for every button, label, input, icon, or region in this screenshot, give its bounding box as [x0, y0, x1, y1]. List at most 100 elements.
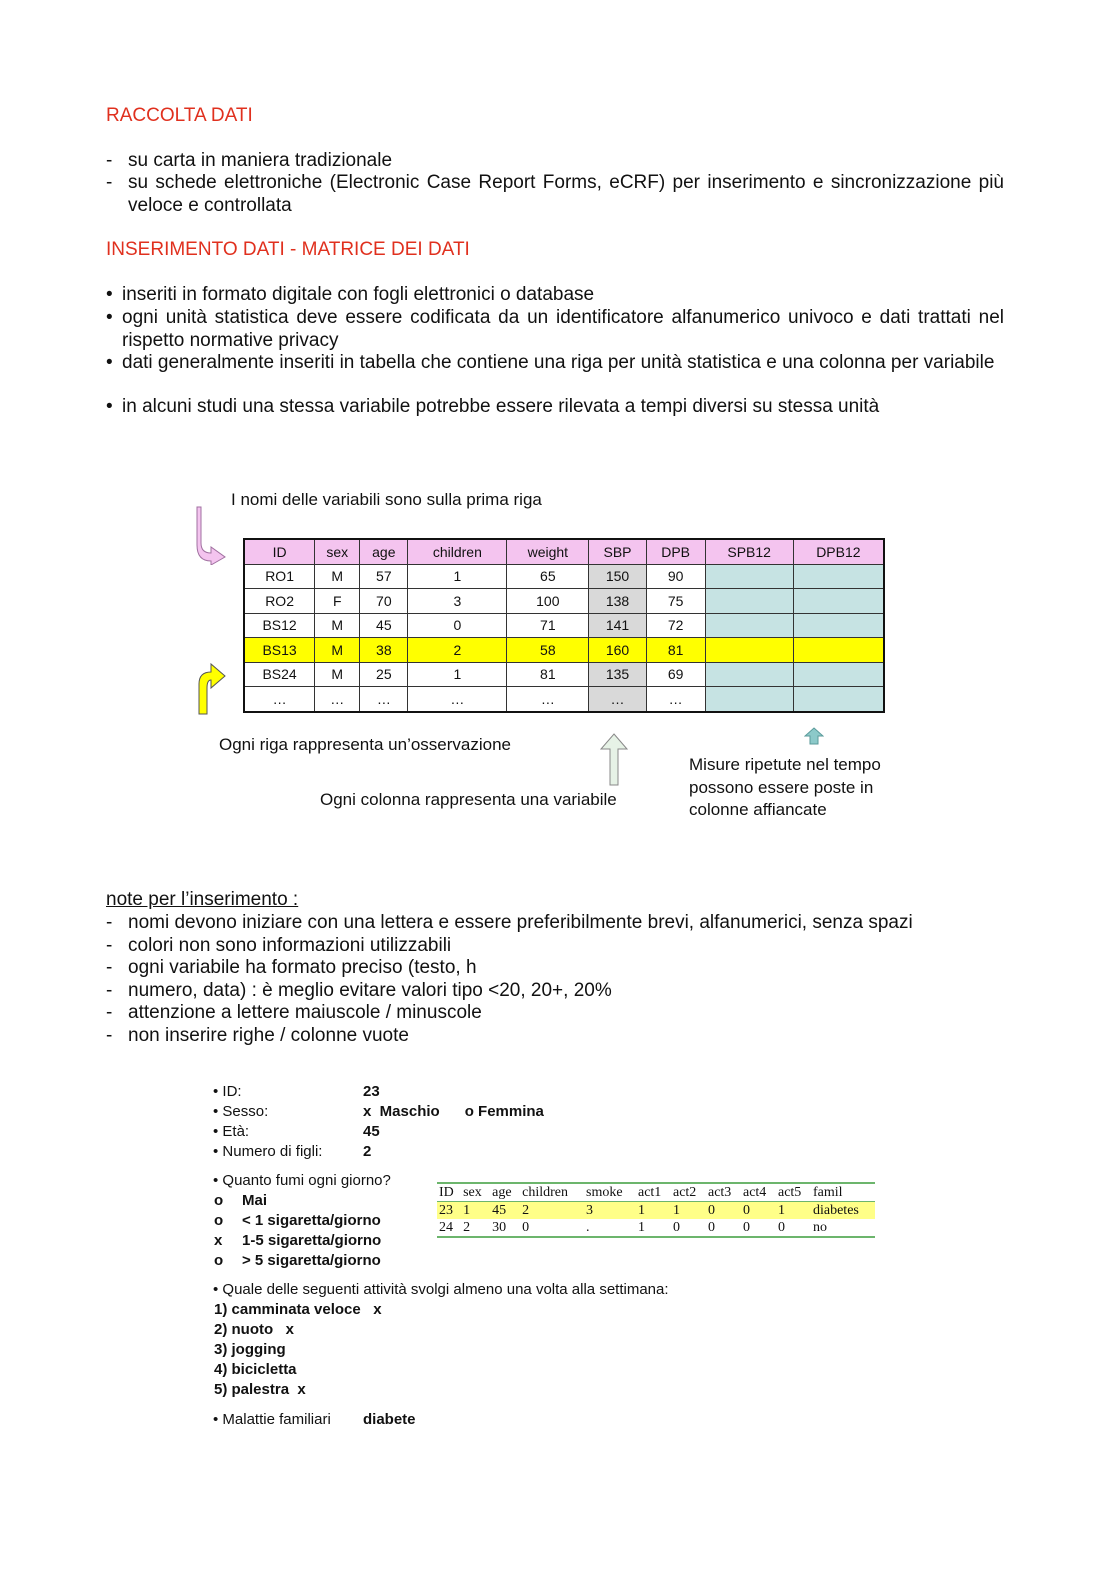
- smoke-option: Mai: [242, 1192, 268, 1209]
- table-cell: diabetes: [810, 1201, 875, 1219]
- table-cell: 0: [742, 1220, 750, 1235]
- table-cell: [704, 612, 794, 638]
- form-label: • Sesso:: [213, 1103, 269, 1120]
- table-cell: [704, 661, 794, 687]
- column-header: age: [490, 1183, 521, 1202]
- dash: -: [106, 912, 113, 933]
- note-item: nomi devono iniziare con una lettera e e…: [128, 912, 913, 933]
- bullet: •: [106, 396, 113, 417]
- table-cell: 23: [437, 1201, 462, 1219]
- table-row: 23 1 45 2 3 1 1 0 0 1 diabetes: [437, 1201, 875, 1219]
- activity-item: 4) bicicletta: [214, 1361, 297, 1378]
- table-cell: 1: [637, 1220, 645, 1235]
- table-cell: 1: [407, 661, 508, 687]
- form-value: 23: [363, 1083, 380, 1100]
- table-cell: 1: [635, 1201, 671, 1219]
- column-header: act1: [635, 1183, 671, 1202]
- table-cell: 0: [407, 612, 508, 638]
- caption-cols: Ogni colonna rappresenta una variabile: [320, 790, 617, 809]
- table-cell: 100: [506, 588, 590, 614]
- table-cell: 3: [407, 588, 508, 614]
- table-cell: [792, 661, 885, 687]
- column-header: act5: [775, 1183, 811, 1202]
- table-row: BS13 M 38 2 58 160 81: [243, 637, 885, 663]
- table-cell: 160: [588, 637, 647, 663]
- table-cell: BS24: [243, 661, 316, 687]
- activity-item: 1) camminata veloce x: [214, 1301, 382, 1318]
- table-cell: 57: [359, 563, 409, 589]
- list-item: ogni unità statistica deve essere codifi…: [122, 307, 1004, 351]
- table-cell: 69: [645, 661, 706, 687]
- dash: -: [106, 172, 113, 193]
- notes-title: note per l’inserimento :: [106, 889, 299, 910]
- dash: -: [106, 1002, 113, 1023]
- column-header: sex: [314, 538, 361, 565]
- table-cell: 150: [588, 563, 647, 589]
- table-cell: [792, 612, 885, 638]
- table-cell: [704, 686, 794, 712]
- column-header: ID: [437, 1183, 462, 1202]
- table-cell: M: [314, 661, 361, 687]
- table-cell: 30: [492, 1220, 507, 1235]
- smoke-question: • Quanto fumi ogni giorno?: [213, 1172, 391, 1189]
- dash: -: [106, 934, 113, 956]
- table-cell: [704, 637, 794, 663]
- list-item: in alcuni studi una stessa variabile pot…: [122, 396, 880, 417]
- coded-data-table: ID sex age children smoke act1 act2 act3 act4 act…: [437, 1182, 875, 1238]
- form-value: 2: [363, 1143, 372, 1160]
- table-cell: .: [586, 1220, 590, 1235]
- column-header: SPB12: [704, 538, 794, 565]
- dash: -: [106, 150, 113, 171]
- column-header: DPB12: [792, 538, 885, 565]
- table-cell: 2: [520, 1201, 585, 1219]
- table-cell: 45: [359, 612, 409, 638]
- table-cell: [792, 588, 885, 614]
- column-header: children: [407, 538, 508, 565]
- note-item: attenzione a lettere maiuscole / minusco…: [128, 1002, 482, 1023]
- option-mark: o: [214, 1192, 224, 1209]
- activity-question: • Quale delle seguenti attività svolgi a…: [213, 1281, 669, 1298]
- table-cell: RO1: [243, 563, 316, 589]
- table-cell: 1: [407, 563, 508, 589]
- table-cell: BS12: [243, 612, 316, 638]
- list-item: su carta in maniera tradizionale: [128, 150, 393, 171]
- caption-rows: Ogni riga rappresenta un’osservazione: [219, 735, 512, 754]
- column-header: weight: [506, 538, 590, 565]
- dash: -: [106, 957, 113, 978]
- option-mark: o: [214, 1252, 224, 1269]
- table-cell: …: [588, 686, 647, 712]
- table-cell: [792, 686, 885, 712]
- option-mark: o: [214, 1212, 224, 1229]
- table-cell: …: [645, 686, 706, 712]
- table-cell: 90: [645, 563, 706, 589]
- caption-line: possono essere poste in: [689, 777, 874, 797]
- table-cell: 0: [522, 1220, 530, 1235]
- caption-repeated: Misure ripetute nel tempo possono essere…: [689, 754, 881, 822]
- family-label: • Malattie familiari: [213, 1411, 331, 1428]
- table-cell: 0: [705, 1201, 741, 1219]
- table-cell: 2: [407, 637, 508, 663]
- table-cell: 58: [506, 637, 590, 663]
- smoke-option: 1-5 sigaretta/giorno: [242, 1232, 382, 1249]
- table-cell: 71: [506, 612, 590, 638]
- column-header: ID: [243, 538, 316, 565]
- small-arrow-up-icon: [804, 727, 824, 745]
- table-cell: 135: [588, 661, 647, 687]
- list-item: dati generalmente inseriti in tabella ch…: [122, 352, 995, 373]
- dash: -: [106, 1024, 113, 1046]
- column-header: DPB: [645, 538, 706, 565]
- data-matrix-table: ID sex age children weight SBP DPB SPB12 DPB12 RO…: [243, 538, 885, 713]
- table-row: …………………: [243, 686, 885, 712]
- table-cell: no: [812, 1220, 827, 1235]
- table-cell: 3: [584, 1201, 636, 1219]
- caption-line: Misure ripetute nel tempo: [689, 755, 881, 774]
- note-item: colori non sono informazioni utilizzabil…: [128, 934, 452, 956]
- header-row: ID sex age children weight SBP DPB SPB12 DPB12: [243, 538, 885, 565]
- bullet: •: [106, 307, 113, 328]
- bullet: •: [106, 284, 113, 305]
- activity-item: 2) nuoto x: [214, 1321, 294, 1338]
- table-cell: [792, 563, 885, 589]
- column-header: children: [520, 1183, 585, 1202]
- table-row: RO2 F 70 3 100 138 75: [243, 588, 885, 614]
- table-cell: 38: [359, 637, 409, 663]
